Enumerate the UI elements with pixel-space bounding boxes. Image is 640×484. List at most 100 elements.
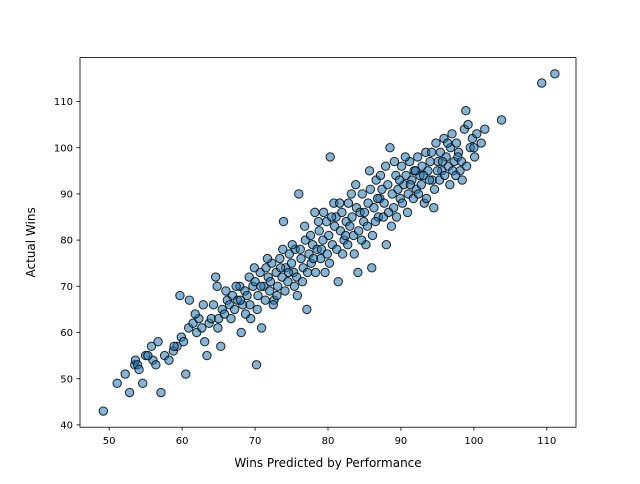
y-tick-label-1: 50 <box>60 374 73 385</box>
scatter-point-102 <box>347 212 357 222</box>
scatter-point-195 <box>289 281 300 291</box>
scatter-point-213 <box>337 249 348 259</box>
scatter-point-3 <box>124 387 135 398</box>
scatter-point-21 <box>178 337 189 347</box>
scatter-point-22 <box>181 369 191 379</box>
x-tick-label-4: 90 <box>395 436 408 447</box>
x-tick-label-3: 80 <box>322 436 335 447</box>
scatter-point-216 <box>346 189 357 199</box>
scatter-point-183 <box>252 304 262 315</box>
scatter-point-247 <box>429 184 440 194</box>
scatter-point-223 <box>364 166 375 176</box>
y-axis-label: Actual Wins <box>24 207 38 277</box>
scatter-point-157 <box>457 175 467 185</box>
scatter-point-189 <box>272 290 282 301</box>
scatter-point-24 <box>184 295 195 305</box>
scatter-point-33 <box>210 272 221 282</box>
scatter-point-13 <box>153 337 163 347</box>
scatter-point-178 <box>231 281 241 291</box>
scatter-point-19 <box>175 290 185 301</box>
scatter-point-101 <box>345 221 355 231</box>
scatter-point-135 <box>413 152 423 162</box>
scatter-point-60 <box>264 286 275 296</box>
scatter-point-186 <box>262 253 273 264</box>
scatter-point-201 <box>305 230 316 241</box>
y-tick-label-2: 60 <box>60 328 73 339</box>
scatter-point-190 <box>275 263 286 273</box>
scatter-point-246 <box>426 147 437 158</box>
scatter-point-253 <box>445 179 455 190</box>
scatter-point-176 <box>221 286 231 296</box>
scatter-point-2 <box>120 369 130 379</box>
scatter-point-236 <box>400 152 411 162</box>
scatter-point-209 <box>326 212 337 222</box>
scatter-point-173 <box>197 323 207 333</box>
scatter-point-32 <box>208 300 219 310</box>
scatter-point-95 <box>333 276 343 287</box>
scatter-point-244 <box>421 193 432 204</box>
scatter-point-230 <box>383 207 394 218</box>
scatter-point-182 <box>249 263 260 273</box>
scatter-point-111 <box>365 184 376 194</box>
scatter-point-45 <box>236 327 246 338</box>
scatter-point-200 <box>302 267 313 278</box>
scatter-point-76 <box>296 253 306 264</box>
scatter-point-120 <box>383 179 393 190</box>
scatter-point-170 <box>143 350 153 361</box>
scatter-point-222 <box>362 221 373 231</box>
scatter-point-237 <box>402 207 413 218</box>
scatter-point-218 <box>351 179 361 190</box>
scatter-point-164 <box>472 129 482 139</box>
x-axis-ticks: 50 60 70 80 90 100 110 <box>103 427 556 447</box>
scatter-point-90 <box>324 230 334 241</box>
points-layer <box>98 69 560 416</box>
scatter-point-194 <box>287 240 297 250</box>
scatter-point-74 <box>292 290 303 301</box>
scatter-point-12 <box>151 360 161 370</box>
scatter-point-171 <box>169 341 179 352</box>
scatter-point-53 <box>251 360 262 370</box>
scatter-point-54 <box>253 290 263 301</box>
scatter-point-202 <box>308 253 319 264</box>
scatter-point-226 <box>372 193 383 204</box>
scatter-point-105 <box>353 267 363 278</box>
scatter-point-198 <box>297 276 308 287</box>
scatter-point-252 <box>442 138 453 148</box>
x-tick-label-1: 60 <box>176 436 189 447</box>
scatter-point-14 <box>156 387 166 398</box>
scatter-point-255 <box>450 170 461 181</box>
x-axis-label: Wins Predicted by Performance <box>234 456 421 470</box>
scatter-point-242 <box>416 179 427 190</box>
scatter-point-177 <box>226 313 236 324</box>
scatter-point-184 <box>256 281 266 291</box>
scatter-point-67 <box>278 216 289 227</box>
scatter-point-141 <box>425 156 435 167</box>
scatter-point-227 <box>375 170 386 181</box>
x-tick-label-0: 50 <box>103 436 116 447</box>
scatter-point-259 <box>469 142 479 153</box>
y-axis-ticks: 40 50 60 70 80 90 100 110 <box>54 97 80 431</box>
scatter-point-241 <box>413 189 424 199</box>
scatter-point-174 <box>200 337 210 347</box>
scatter-point-83 <box>310 207 320 218</box>
scatter-point-192 <box>280 286 290 296</box>
scatter-point-100 <box>343 198 354 208</box>
scatter-point-34 <box>212 281 222 291</box>
scatter-point-224 <box>367 230 378 241</box>
scatter-point-1 <box>112 378 122 389</box>
scatter-point-225 <box>370 216 381 227</box>
scatter-point-166 <box>480 124 490 134</box>
y-tick-label-5: 90 <box>60 189 73 200</box>
scatter-point-187 <box>265 276 276 287</box>
scatter-point-175 <box>213 323 223 333</box>
scatter-point-29 <box>202 350 212 361</box>
scatter-point-240 <box>410 166 421 176</box>
scatter-point-65 <box>275 253 285 264</box>
scatter-point-42 <box>229 304 240 315</box>
scatter-point-91 <box>325 152 335 162</box>
y-tick-label-0: 40 <box>60 420 73 431</box>
scatter-point-107 <box>357 189 367 199</box>
scatter-point-251 <box>440 170 450 181</box>
scatter-point-245 <box>424 175 435 185</box>
